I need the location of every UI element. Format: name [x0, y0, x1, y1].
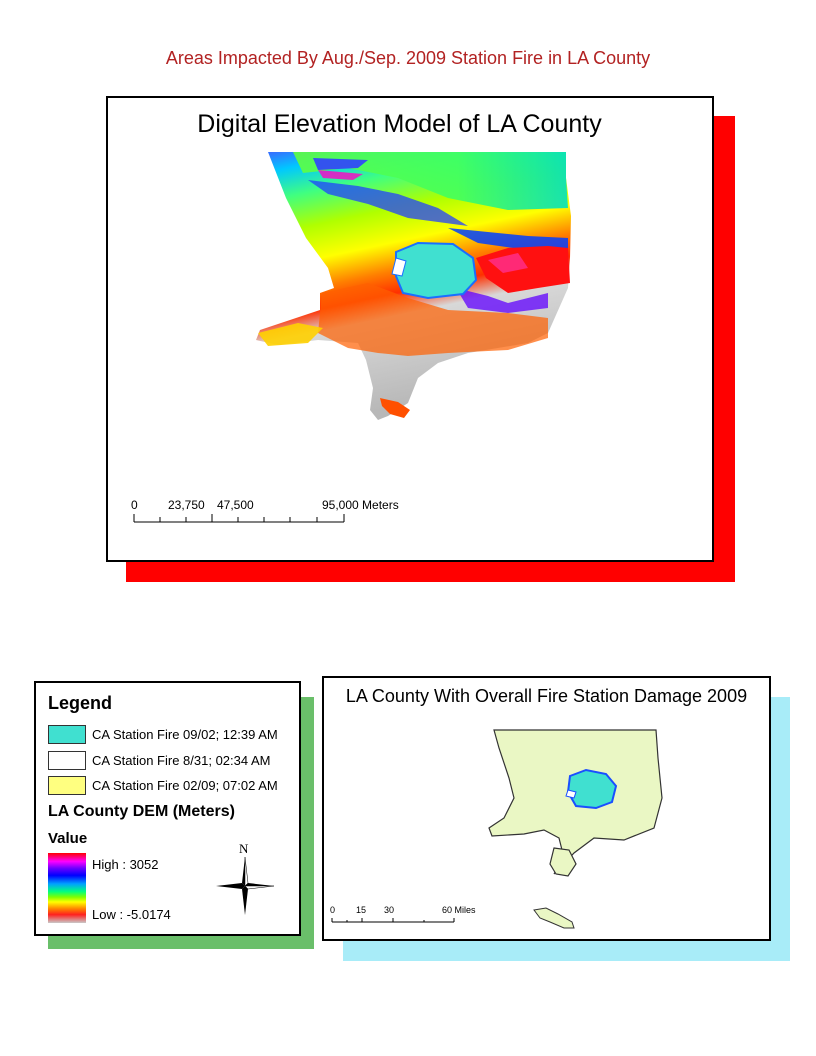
inset-scale-tick-2: 30 — [384, 905, 395, 915]
inset-scale-tick-3: 60 Miles — [442, 905, 476, 915]
north-label: N — [239, 841, 249, 856]
legend-swatch-fire-0902 — [48, 725, 86, 744]
page-title: Areas Impacted By Aug./Sep. 2009 Station… — [165, 48, 651, 68]
inset-scale-tick-1: 15 — [356, 905, 367, 915]
inset-island — [533, 907, 575, 929]
scale-bar — [133, 514, 345, 523]
legend-low-label: Low : -5.0174 — [92, 907, 171, 922]
legend: Legend CA Station Fire 09/02; 12:39 AM C… — [34, 681, 301, 936]
legend-value-title: Value — [48, 830, 88, 847]
north-arrow-icon — [216, 856, 275, 915]
scale-tick-3: 95,000 Meters — [322, 498, 399, 512]
legend-dem-title: LA County DEM (Meters) — [48, 803, 235, 820]
inset-map-title: LA County With Overall Fire Station Dama… — [345, 686, 748, 706]
legend-high-label: High : 3052 — [92, 857, 159, 872]
legend-swatch-fire-0831 — [48, 751, 86, 770]
legend-swatch-fire-0209 — [48, 776, 86, 795]
legend-title: Legend — [48, 693, 113, 713]
legend-label-fire-0831: CA Station Fire 8/31; 02:34 AM — [92, 753, 271, 768]
dem-map — [256, 152, 571, 420]
inset-scale-tick-0: 0 — [330, 905, 336, 915]
scale-tick-2: 47,500 — [217, 498, 254, 512]
scale-tick-1: 23,750 — [168, 498, 205, 512]
legend-label-fire-0902: CA Station Fire 09/02; 12:39 AM — [92, 727, 278, 742]
inset-map — [488, 729, 663, 929]
main-map-frame: Digital Elevation Model of LA County — [106, 96, 714, 562]
legend-label-fire-0209: CA Station Fire 02/09; 07:02 AM — [92, 778, 278, 793]
inset-scale-bar — [331, 918, 455, 923]
inset-map-frame: LA County With Overall Fire Station Dama… — [322, 676, 771, 941]
main-map-title: Digital Elevation Model of LA County — [197, 110, 602, 138]
catalina-island — [380, 398, 410, 418]
station-fire-area — [395, 241, 478, 300]
scale-tick-0: 0 — [131, 498, 138, 512]
elevation-color-ramp — [48, 853, 86, 923]
